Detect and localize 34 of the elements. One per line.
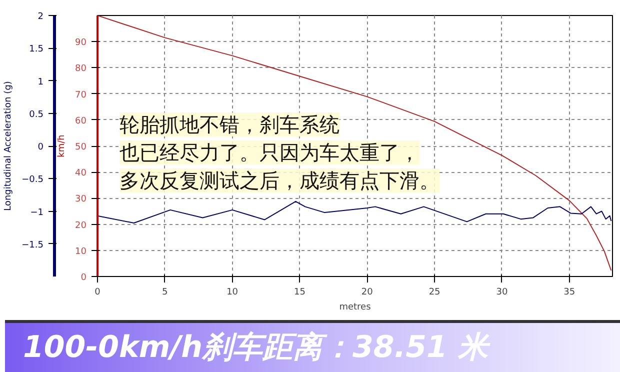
y-tick-label: 60 bbox=[75, 116, 87, 126]
x-tick-label: 15 bbox=[294, 288, 306, 298]
x-tick-label: 20 bbox=[361, 288, 374, 298]
y2-axis-title: Longitudinal Acceleration (g) bbox=[4, 81, 14, 211]
y2-tick-label: 1.5 bbox=[29, 44, 44, 55]
x-tick-label: 0 bbox=[94, 288, 101, 298]
annotation: 轮胎抓地不错，刹车系统 bbox=[120, 112, 340, 136]
y-tick-label: 10 bbox=[75, 246, 87, 257]
x-tick-label: 5 bbox=[162, 288, 168, 298]
y-tick-label: 70 bbox=[75, 90, 87, 100]
annotation: 也已经尽力了。只因为车太重了， bbox=[120, 140, 420, 164]
x-axis-title: metres bbox=[339, 302, 372, 312]
y-tick-label: 30 bbox=[75, 194, 87, 205]
y2-tick-label: 0 bbox=[38, 142, 44, 152]
x-tick-label: 25 bbox=[428, 288, 440, 298]
y-tick-label: 80 bbox=[75, 64, 87, 74]
annotation: 多次反复测试之后，成绩有点下滑。 bbox=[120, 168, 440, 192]
y2-tick-label: 0.5 bbox=[29, 110, 44, 120]
y2-tick-label: −0.5 bbox=[22, 175, 44, 186]
line-series bbox=[98, 200, 612, 224]
y-tick-label: 40 bbox=[75, 168, 87, 179]
y2-tick-label: 1 bbox=[38, 77, 44, 88]
y2-tick-label: −1.5 bbox=[22, 240, 44, 250]
x-tick-label: 10 bbox=[226, 288, 238, 298]
y2-tick-label: −1 bbox=[30, 208, 44, 218]
line-series bbox=[98, 16, 612, 271]
y-tick-label: 50 bbox=[75, 142, 87, 152]
x-tick-label: 35 bbox=[564, 288, 576, 298]
y-axis-title: km/h bbox=[57, 134, 68, 158]
y-tick-label: 90 bbox=[75, 38, 87, 48]
y-tick-label: 0 bbox=[80, 273, 87, 283]
x-tick-label: 30 bbox=[496, 288, 508, 298]
y-tick-label: 20 bbox=[75, 220, 87, 231]
y2-tick-label: 2 bbox=[38, 12, 44, 22]
